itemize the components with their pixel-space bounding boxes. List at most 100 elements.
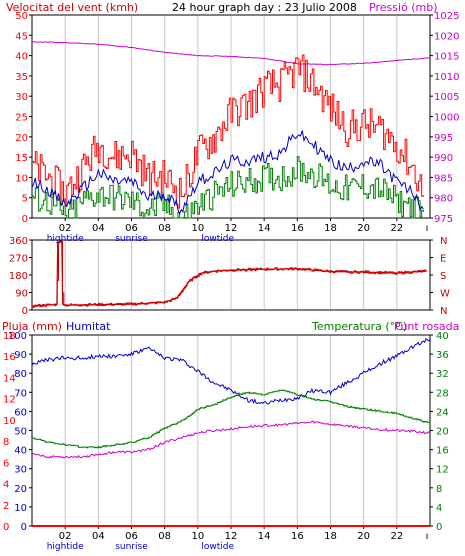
rain-ytick-label: 8 — [3, 437, 9, 448]
wind-ytick-label: 45 — [15, 31, 28, 42]
wind-gust-line — [32, 54, 424, 209]
temperature-ytick-label: 24 — [436, 407, 449, 418]
compass-label-label: S — [440, 271, 446, 282]
climate-xtick-label: 02 — [59, 531, 72, 542]
temperature-ytick-label: 36 — [436, 350, 449, 361]
humidity-ytick-label: 20 — [14, 484, 27, 495]
climate-xtick-label: 16 — [291, 531, 304, 542]
rain-ytick-label: 0 — [3, 522, 9, 533]
rain-ytick-label: 14 — [3, 373, 16, 384]
compass-label-label: N — [440, 306, 447, 317]
humidity-ytick-label: 10 — [14, 503, 27, 514]
humidity-ytick-label: 50 — [14, 427, 27, 438]
wind-xtick-label: 08 — [158, 223, 171, 234]
temperature-label: Temperatura (°C) — [311, 320, 407, 333]
direction-ytick-label: 90 — [15, 289, 28, 300]
pressure-ytick-label: 1015 — [434, 52, 459, 63]
humidity-ytick-label: 70 — [14, 388, 27, 399]
wind-direction-line — [31, 241, 427, 307]
rain-ytick-label: 18 — [3, 331, 16, 342]
humidity-label: Humitat — [66, 320, 111, 333]
humidity-ytick-label: 60 — [14, 407, 27, 418]
humidity-ytick-label: 90 — [14, 350, 27, 361]
compass-label-label: N — [440, 236, 447, 247]
pressure-ytick-label: 980 — [434, 194, 453, 205]
climate-xtick-label: 14 — [258, 531, 271, 542]
humidity-line — [31, 337, 431, 405]
direction-ytick-label: 270 — [9, 254, 28, 265]
wind-ytick-label: 35 — [15, 72, 28, 83]
climate-xtick-label: 06 — [125, 531, 138, 542]
wind-xtick-label: 14 — [258, 223, 271, 234]
dewpoint-line — [31, 420, 431, 459]
climate-xtick-end: ı — [426, 531, 429, 542]
wind-avg-line — [31, 130, 424, 216]
rain-ytick-label: 6 — [3, 458, 9, 469]
wind-ytick-label: 10 — [15, 173, 28, 184]
direction-ytick-label: 0 — [22, 306, 28, 317]
wind-event-label: lowtide — [201, 234, 234, 244]
wind-speed-label: Velocitat del vent (kmh) — [6, 1, 138, 14]
temperature-ytick-label: 8 — [436, 484, 442, 495]
wind-xtick-label: 16 — [291, 223, 304, 234]
dewpoint-label: Punt rosada — [394, 320, 459, 333]
wind-direction-noise — [32, 240, 427, 308]
wind-ytick-label: 50 — [15, 11, 28, 22]
pressure-ytick-label: 985 — [434, 173, 453, 184]
temperature-line — [32, 389, 431, 449]
climate-xtick-label: 12 — [225, 531, 238, 542]
climate-xtick-label: 08 — [158, 531, 171, 542]
wind-ytick-label: 25 — [15, 113, 28, 124]
temperature-ytick-label: 16 — [436, 446, 449, 457]
climate-event-label: lowtide — [201, 542, 234, 552]
rain-label: Pluja (mm) — [2, 320, 62, 333]
rain-ytick-label: 2 — [3, 501, 9, 512]
pressure-ytick-label: 975 — [434, 214, 453, 225]
wind-xtick-end: ı — [426, 223, 429, 234]
pressure-ytick-label: 1000 — [434, 113, 459, 124]
temperature-ytick-label: 4 — [436, 503, 442, 514]
wind-xtick-label: 06 — [125, 223, 138, 234]
wind-ytick-label: 30 — [15, 92, 28, 103]
temperature-ytick-label: 28 — [436, 388, 449, 399]
humidity-ytick-label: 0 — [21, 522, 27, 533]
pressure-ytick-label: 1025 — [434, 11, 459, 22]
wind-xtick-label: 20 — [357, 223, 370, 234]
compass-label-label: E — [440, 254, 446, 265]
wind-ytick-label: 0 — [22, 214, 28, 225]
rain-ytick-label: 4 — [3, 480, 9, 491]
wind-ytick-label: 15 — [15, 153, 28, 164]
graph-title: 24 hour graph day : 23 Julio 2008 — [172, 1, 357, 14]
climate-xtick-label: 20 — [357, 531, 370, 542]
humidity-ytick-label: 80 — [14, 369, 27, 380]
wind-xtick-label: 22 — [390, 223, 403, 234]
humidity-ytick-label: 30 — [14, 465, 27, 476]
climate-xtick-label: 22 — [390, 531, 403, 542]
temperature-ytick-label: 12 — [436, 465, 449, 476]
temperature-ytick-label: 40 — [436, 331, 449, 342]
wind-xtick-label: 10 — [191, 223, 204, 234]
direction-ytick-label: 180 — [9, 271, 28, 282]
rain-ytick-label: 10 — [3, 416, 16, 427]
direction-ytick-label: 360 — [9, 236, 28, 247]
pressure-ytick-label: 995 — [434, 133, 453, 144]
wind-ytick-label: 20 — [15, 133, 28, 144]
pressure-line — [31, 41, 431, 66]
data-series — [31, 41, 431, 527]
climate-event-label: hightide — [47, 542, 84, 552]
temperature-ytick-label: 0 — [436, 522, 442, 533]
climate-xtick-label: 04 — [92, 531, 105, 542]
pressure-ytick-label: 1010 — [434, 72, 459, 83]
climate-event-label: sunrise — [115, 542, 148, 552]
rain-ytick-label: 16 — [3, 352, 16, 363]
climate-xtick-label: 18 — [324, 531, 337, 542]
wind-xtick-label: 02 — [59, 223, 72, 234]
humidity-ytick-label: 100 — [8, 331, 27, 342]
wind-ytick-label: 40 — [15, 52, 28, 63]
rain-ytick-label: 12 — [3, 395, 16, 406]
climate-xtick-label: 10 — [191, 531, 204, 542]
wind-event-label: hightide — [47, 234, 84, 244]
wind-xtick-label: 04 — [92, 223, 105, 234]
